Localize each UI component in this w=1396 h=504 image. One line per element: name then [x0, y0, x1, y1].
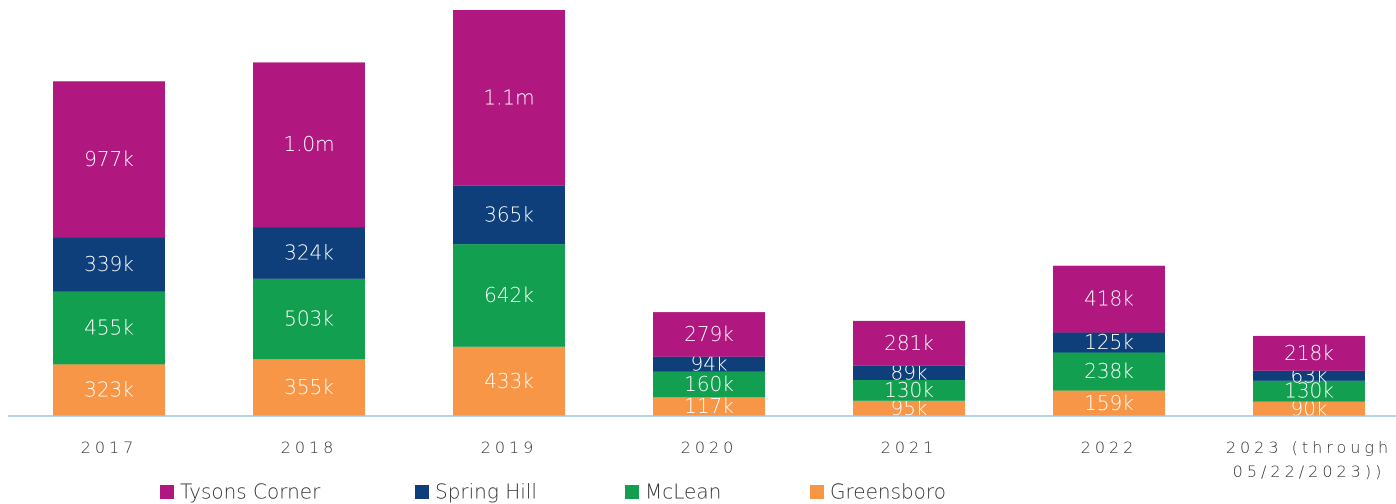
bar-segment	[853, 380, 965, 401]
legend-label: Greensboro	[830, 480, 946, 504]
value-label: 355k	[284, 375, 334, 399]
x-tick-label: 2018	[280, 438, 338, 457]
value-label: 281k	[884, 331, 934, 355]
bar-segment	[53, 237, 165, 292]
value-label: 323k	[84, 378, 134, 402]
bar-segment	[253, 227, 365, 279]
bar-segment	[253, 359, 365, 416]
bar-segment	[53, 364, 165, 416]
bar-segment	[453, 185, 565, 245]
x-tick-label: 2020	[680, 438, 738, 457]
value-label: 455k	[84, 316, 134, 340]
bar-segment	[653, 356, 765, 372]
value-label: 238k	[1084, 359, 1134, 383]
value-label: 117k	[684, 394, 734, 418]
value-label: 279k	[684, 322, 734, 346]
value-label: 977k	[84, 147, 134, 171]
legend-swatch	[415, 485, 429, 499]
legend-swatch	[810, 485, 824, 499]
bar-segment	[1253, 335, 1365, 371]
value-label: 130k	[1284, 379, 1334, 403]
value-label: 503k	[284, 307, 334, 331]
bar-segment	[53, 291, 165, 365]
bar-segment	[453, 346, 565, 416]
bar-segment	[53, 81, 165, 238]
bar-segment	[853, 400, 965, 416]
bar-segment	[453, 10, 565, 186]
bar-segment	[1053, 332, 1165, 353]
bar-segment	[653, 371, 765, 398]
bar-segment	[1053, 265, 1165, 333]
bar-segment	[453, 244, 565, 347]
bar-segment	[853, 365, 965, 381]
legend-label: Spring Hill	[435, 480, 537, 504]
x-tick-label: 2023 (through 05/22/2023))	[1225, 438, 1393, 481]
x-tick-label: 2017	[80, 438, 138, 457]
bar-segment	[1053, 390, 1165, 416]
value-label: 130k	[884, 378, 934, 402]
value-label: 324k	[284, 240, 334, 264]
x-tick-label: 2021	[880, 438, 938, 457]
legend-swatch	[625, 485, 639, 499]
bar-segment	[1053, 352, 1165, 391]
value-label: 1.0m	[283, 132, 334, 156]
value-label: 218k	[1284, 341, 1334, 365]
bar-segment	[253, 278, 365, 360]
x-tick-label: 2019	[480, 438, 538, 457]
legend-swatch	[160, 485, 174, 499]
value-label: 365k	[484, 202, 534, 226]
bar-segment	[1253, 370, 1365, 381]
bar-segment	[653, 397, 765, 416]
value-label: 159k	[1084, 391, 1134, 415]
bar-segment	[653, 312, 765, 357]
bar-segment	[1253, 380, 1365, 402]
bar-segment	[853, 320, 965, 366]
value-label: 418k	[1084, 287, 1134, 311]
legend-label: McLean	[645, 480, 721, 504]
value-label: 339k	[84, 252, 134, 276]
value-label: 160k	[684, 372, 734, 396]
bar-segment	[1253, 401, 1365, 416]
x-tick-label: 2022	[1080, 438, 1138, 457]
legend-label: Tysons Corner	[180, 480, 321, 504]
value-label: 642k	[484, 283, 534, 307]
bar-segment	[253, 62, 365, 228]
value-label: 433k	[484, 369, 534, 393]
value-label: 1.1m	[483, 85, 534, 109]
value-label: 125k	[1084, 330, 1134, 354]
